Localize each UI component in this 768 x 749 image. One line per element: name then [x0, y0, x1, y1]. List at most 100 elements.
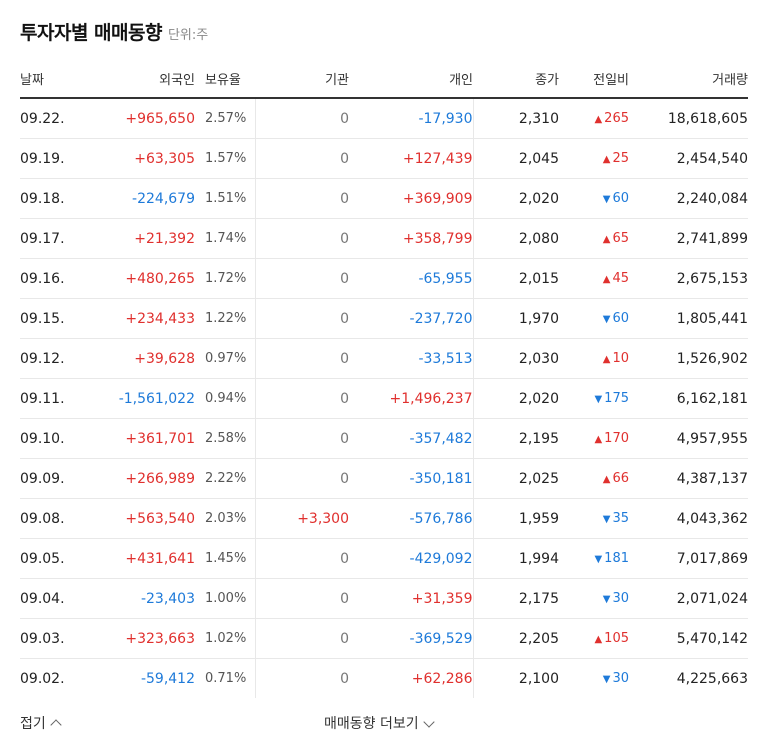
- change-value: 65: [612, 231, 629, 246]
- cell-individual: -33,513: [349, 338, 474, 379]
- cell-foreign: +39,628: [72, 338, 195, 379]
- table-row: 09.19. +63,305 1.57% 0 +127,439 2,045 ▲ 25 2,454…: [20, 138, 748, 179]
- cell-volume: 2,071,024: [629, 578, 748, 619]
- table-row: 09.11. -1,561,022 0.94% 0 +1,496,237 2,020 ▼ 17…: [20, 378, 748, 419]
- cell-date: 09.17.: [20, 218, 72, 259]
- cell-change: ▲ 25: [559, 138, 629, 179]
- table-row: 09.10. +361,701 2.58% 0 -357,482 2,195 ▲ 170 4,9…: [20, 418, 748, 459]
- cell-holding: 1.22%: [195, 298, 256, 339]
- table-row: 09.16. +480,265 1.72% 0 -65,955 2,015 ▲ 45 2,675…: [20, 258, 748, 299]
- cell-foreign: -59,412: [140, 670, 195, 687]
- cell-change: ▲ 265: [559, 98, 629, 139]
- cell-foreign: -224,679: [72, 178, 195, 219]
- cell-individual: +369,909: [349, 178, 474, 219]
- cell-date: 09.09.: [20, 458, 72, 499]
- cell-date: 09.10.: [20, 418, 72, 459]
- chevron-up-icon: [50, 719, 62, 731]
- cell-holding: 1.00%: [195, 578, 256, 619]
- cell-holding: 2.58%: [195, 418, 256, 459]
- cell-individual: -576,786: [349, 498, 474, 539]
- col-header-holding: 보유율: [195, 60, 255, 99]
- cell-individual: -357,482: [349, 418, 474, 459]
- change-value: 35: [612, 511, 629, 526]
- change-value: 30: [612, 671, 629, 686]
- cell-change: ▲ 105: [559, 618, 629, 659]
- cell-volume: 7,017,869: [629, 538, 748, 579]
- col-header-volume: 거래량: [629, 60, 748, 99]
- change-value: 10: [612, 351, 629, 366]
- cell-institution: 0: [340, 670, 349, 687]
- cell-volume: 6,162,181: [629, 378, 748, 419]
- cell-close: 2,020: [473, 178, 559, 219]
- unit-label: 단위:주: [167, 28, 209, 43]
- cell-date: 09.16.: [20, 258, 72, 299]
- triangle-down-icon: ▼: [602, 314, 611, 325]
- cell-foreign: +266,989: [72, 458, 195, 499]
- cell-volume: 1,526,902: [629, 338, 748, 379]
- triangle-up-icon: ▲: [594, 434, 603, 445]
- change-value: 175: [604, 391, 629, 406]
- cell-close: 2,195: [473, 418, 559, 459]
- cell-holding: 1.02%: [195, 618, 256, 659]
- cell-foreign: +234,433: [72, 298, 195, 339]
- cell-close: 2,020: [473, 378, 559, 419]
- change-value: 265: [604, 111, 629, 126]
- cell-holding: 0.94%: [195, 378, 256, 419]
- cell-date: 09.19.: [20, 138, 72, 179]
- cell-volume: 18,618,605: [629, 98, 748, 139]
- cell-institution: 0: [255, 378, 349, 419]
- cell-close: 2,015: [473, 258, 559, 299]
- cell-holding: 2.57%: [195, 98, 256, 139]
- cell-change: ▼ 30: [559, 578, 629, 619]
- cell-date: 09.22.: [20, 98, 72, 139]
- triangle-down-icon: ▼: [602, 514, 611, 525]
- cell-change: ▼ 175: [559, 378, 629, 419]
- table-row: 09.17. +21,392 1.74% 0 +358,799 2,080 ▲ 65 2,741…: [20, 218, 748, 259]
- cell-change: ▼ 60: [559, 298, 629, 339]
- cell-foreign: +965,650: [72, 98, 195, 139]
- triangle-down-icon: ▼: [602, 594, 611, 605]
- cell-institution: 0: [255, 138, 349, 179]
- cell-foreign: -1,561,022: [72, 378, 195, 419]
- triangle-down-icon: ▼: [594, 554, 603, 565]
- cell-individual: +1,496,237: [349, 378, 474, 419]
- chevron-down-icon: [422, 715, 435, 728]
- cell-volume: 2,454,540: [629, 138, 748, 179]
- cell-close: 2,175: [473, 578, 559, 619]
- triangle-up-icon: ▲: [602, 354, 611, 365]
- page-title: 투자자별 매매동향: [20, 22, 162, 44]
- change-value: 170: [604, 431, 629, 446]
- table-row: 09.02. -59,412 0.71% 0 +62,286 2,100 ▼ 30 4,225,…: [20, 658, 748, 698]
- cell-close: 2,025: [473, 458, 559, 499]
- cell-individual: -369,529: [349, 618, 474, 659]
- change-value: 60: [612, 311, 629, 326]
- cell-close: 2,080: [473, 218, 559, 259]
- cell-holding: 2.22%: [195, 458, 256, 499]
- fold-button[interactable]: 접기: [20, 713, 62, 733]
- cell-institution: 0: [255, 418, 349, 459]
- triangle-up-icon: ▲: [602, 234, 611, 245]
- cell-close: 2,100: [518, 670, 559, 687]
- cell-institution: 0: [255, 98, 349, 139]
- triangle-up-icon: ▲: [602, 274, 611, 285]
- table-row: 09.12. +39,628 0.97% 0 -33,513 2,030 ▲ 10 1,526,…: [20, 338, 748, 379]
- cell-individual: -65,955: [349, 258, 474, 299]
- change-value: 25: [612, 151, 629, 166]
- cell-volume: 2,240,084: [629, 178, 748, 219]
- table-row: 09.08. +563,540 2.03% +3,300 -576,786 1,959 ▼ 3…: [20, 498, 748, 539]
- more-trend-button[interactable]: 매매동향 더보기: [324, 713, 435, 733]
- cell-date: 09.11.: [20, 378, 72, 419]
- cell-volume: 4,387,137: [629, 458, 748, 499]
- cell-institution: 0: [255, 618, 349, 659]
- table-row: 09.22. +965,650 2.57% 0 -17,930 2,310 ▲ 265 18,6…: [20, 98, 748, 139]
- cell-change: ▲ 66: [559, 458, 629, 499]
- cell-holding: 1.72%: [195, 258, 256, 299]
- col-header-individual: 개인: [349, 60, 473, 99]
- cell-institution: 0: [255, 338, 349, 379]
- cell-holding: 1.74%: [195, 218, 256, 259]
- triangle-up-icon: ▲: [594, 634, 603, 645]
- cell-change: ▲ 10: [559, 338, 629, 379]
- cell-individual: -429,092: [349, 538, 474, 579]
- cell-date: 09.03.: [20, 618, 72, 659]
- cell-close: 2,030: [473, 338, 559, 379]
